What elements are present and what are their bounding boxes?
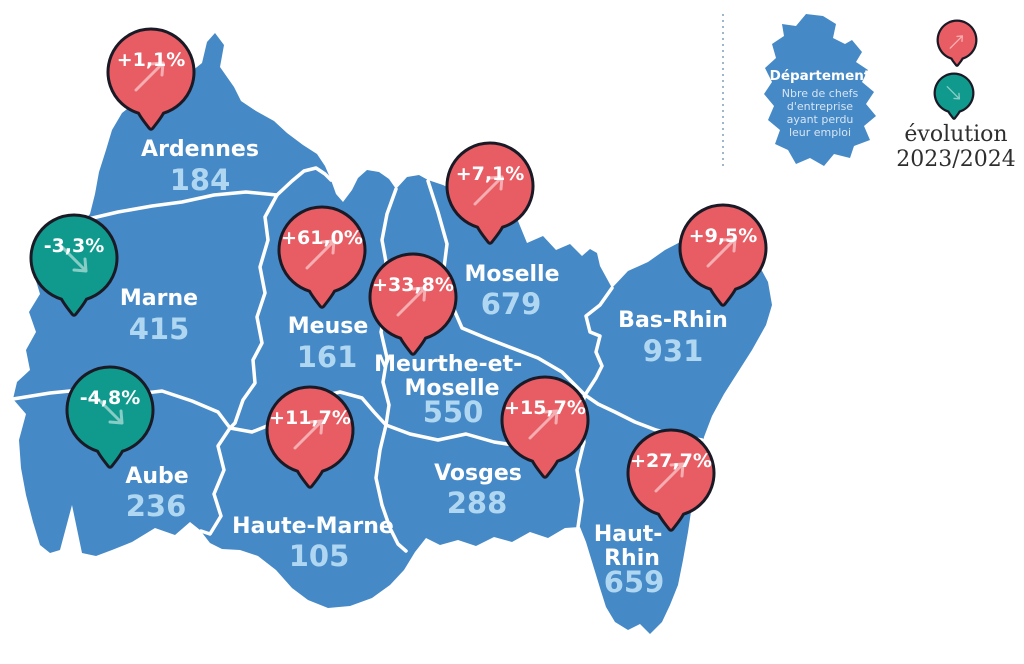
down-arrow-icon (93, 394, 124, 425)
evolution-value: +9,5% (689, 225, 758, 247)
pin-shape (65, 365, 155, 469)
department-name-marne: Marne (120, 286, 198, 311)
down-arrow-icon (946, 86, 961, 100)
evolution-value: +11,7% (269, 407, 351, 429)
legend-metric-line-1: Nbre de chefs (782, 87, 859, 100)
pin-shape (277, 205, 367, 309)
border-meurthe-moselle (426, 179, 587, 397)
department-value-marne: 415 (129, 312, 190, 346)
marker-ardennes: +1,1% (106, 27, 196, 131)
marker-vosges: +15,7% (500, 375, 590, 479)
marker-meurthe-et-moselle: +33,8% (368, 252, 458, 356)
name-line-1: Haut- (594, 522, 663, 547)
department-labels: Ardennes 184 Marne 415 Aube 236 Meuse 16… (120, 137, 728, 599)
pin-shape (106, 27, 196, 131)
legend-metric-line-4: leur emploi (789, 126, 851, 139)
pin-shape (626, 428, 716, 532)
legend-decrease-marker (933, 72, 975, 120)
pin-shape (368, 252, 458, 356)
department-value-ardennes: 184 (170, 163, 231, 197)
legend-department-label: Département (770, 68, 871, 84)
legend: Département Nbre de chefs d'entreprise a… (722, 14, 1016, 172)
name-line-2: Moselle (404, 376, 499, 401)
up-arrow-icon (305, 239, 336, 270)
pin-shape (265, 385, 355, 489)
marker-haut-rhin: +27,7% (626, 428, 716, 532)
border-ardennes-marne (82, 166, 333, 222)
pin-shape (936, 19, 978, 67)
up-arrow-icon (293, 419, 324, 450)
name-line-1: Meurthe-et- (374, 352, 522, 377)
department-value-vosges: 288 (447, 486, 508, 520)
up-arrow-icon (706, 237, 737, 268)
evolution-value: +7,1% (456, 163, 525, 185)
department-name-haute-marne: Haute-Marne (232, 514, 394, 539)
legend-increase-marker (936, 19, 978, 67)
department-name-aube: Aube (125, 464, 188, 489)
evolution-value: +15,7% (504, 397, 586, 419)
marker-meuse: +61,0% (277, 205, 367, 309)
department-value-haute-marne: 105 (289, 539, 350, 573)
evolution-value: +61,0% (281, 227, 363, 249)
department-name-meuse: Meuse (288, 314, 369, 339)
pin-shape (29, 213, 119, 317)
department-name-vosges: Vosges (434, 461, 522, 486)
pin-shape (445, 141, 535, 245)
up-arrow-icon (654, 462, 685, 493)
up-arrow-icon (396, 286, 427, 317)
department-name-haut-rhin: Haut- Rhin (594, 522, 670, 571)
up-arrow-icon (473, 175, 504, 206)
department-name-bas-rhin: Bas-Rhin (618, 308, 728, 333)
marker-bas-rhin: +9,5% (678, 203, 768, 307)
legend-evolution-label-line-1: évolution (904, 122, 1007, 147)
department-name-moselle: Moselle (464, 262, 559, 287)
border-aube-haute-marne (199, 426, 232, 536)
marker-moselle: +7,1% (445, 141, 535, 245)
marker-haute-marne: +11,7% (265, 385, 355, 489)
evolution-value: +27,7% (630, 450, 712, 472)
department-value-moselle: 679 (481, 287, 542, 321)
border-moselle-bas-rhin (583, 286, 614, 397)
department-name-ardennes: Ardennes (141, 137, 259, 162)
department-value-meuse: 161 (297, 340, 358, 374)
pin-shape (678, 203, 768, 307)
evolution-value: +1,1% (117, 49, 186, 71)
legend-metric-line-2: d'entreprise (787, 100, 853, 113)
name-line-2: Rhin (604, 546, 660, 571)
department-value-haut-rhin: 659 (604, 565, 665, 599)
up-arrow-icon (949, 35, 964, 49)
up-arrow-icon (528, 409, 559, 440)
legend-evolution-label-line-2: 2023/2024 (896, 147, 1015, 172)
department-value-meurthe-et-moselle: 550 (423, 395, 484, 429)
up-arrow-icon (134, 61, 165, 92)
marker-marne: -3,3% (29, 213, 119, 317)
marker-aube: -4,8% (65, 365, 155, 469)
border-haute-marne-vosges (374, 423, 408, 553)
evolution-markers: +1,1% -3,3% -4,8% +61,0% +33,8% +7,1% (29, 27, 768, 532)
pin-shape (500, 375, 590, 479)
down-arrow-icon (57, 242, 88, 273)
department-name-meurthe-et-moselle: Meurthe-et- Moselle (374, 352, 530, 401)
evolution-value: -4,8% (80, 387, 141, 409)
border-marne-meuse (228, 193, 279, 430)
legend-mini-map-shape (764, 14, 876, 166)
legend-metric-line-3: ayant perdu (787, 113, 854, 126)
evolution-value: +33,8% (372, 274, 454, 296)
evolution-value: -3,3% (44, 235, 105, 257)
pin-shape (933, 72, 975, 120)
department-value-aube: 236 (126, 489, 187, 523)
department-value-bas-rhin: 931 (643, 334, 704, 368)
